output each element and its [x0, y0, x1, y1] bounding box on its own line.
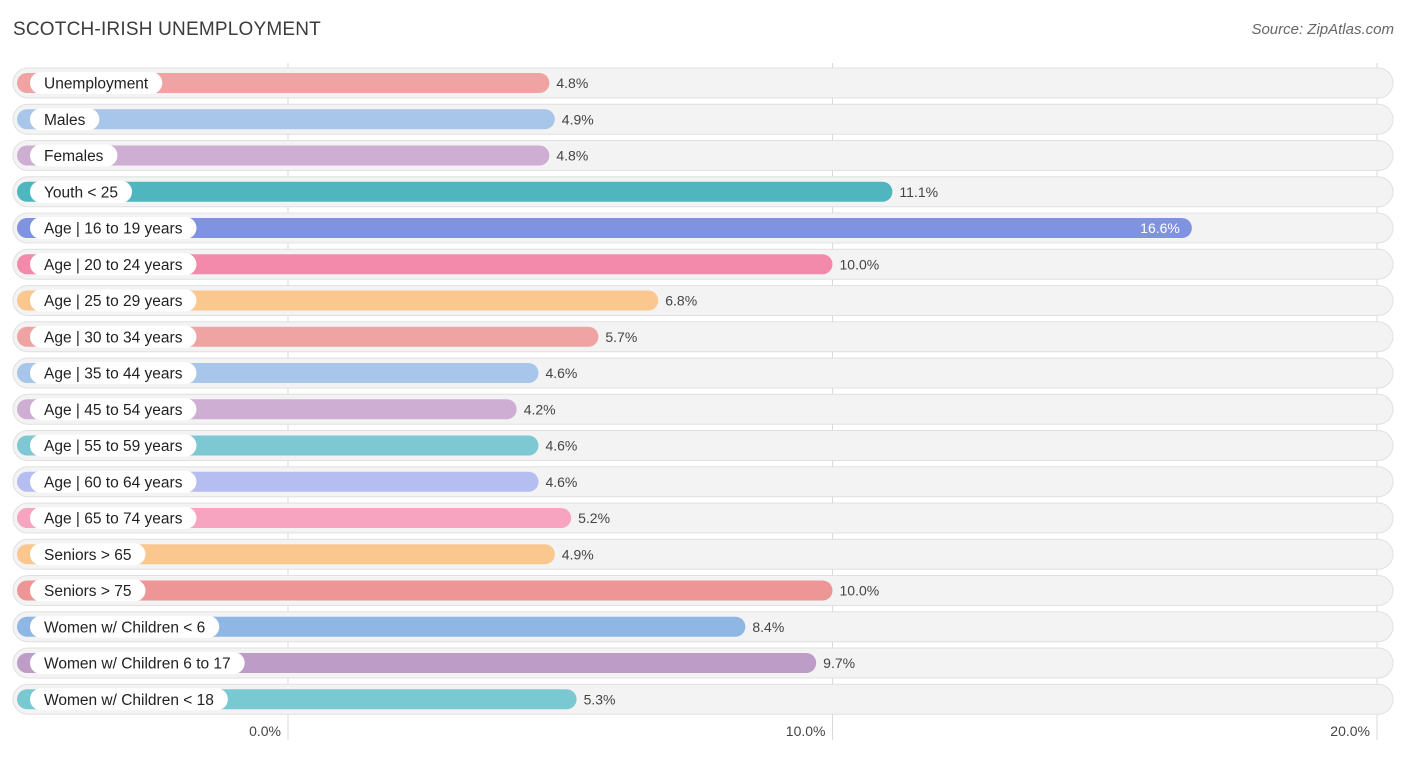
value-label: 4.9% — [562, 111, 594, 127]
category-label-pill — [30, 144, 118, 167]
category-label: Age | 20 to 24 years — [44, 257, 183, 274]
value-label: 4.9% — [562, 546, 594, 562]
category-label-pill — [30, 434, 197, 457]
category-label-pill — [30, 289, 197, 312]
bar-row: Women w/ Children < 18 5.3% — [12, 683, 1394, 715]
bar-row: Youth < 25 11.1% — [12, 176, 1394, 208]
bar — [17, 218, 1192, 238]
bar-row: Age | 25 to 29 years 6.8% — [12, 285, 1394, 316]
value-label: 10.0% — [840, 256, 880, 272]
category-label: Women w/ Children < 6 — [44, 619, 205, 636]
category-label: Seniors > 75 — [44, 583, 131, 600]
category-label: Women w/ Children < 18 — [44, 692, 214, 709]
category-label-pill — [30, 543, 146, 566]
category-label: Age | 55 to 59 years — [44, 438, 183, 455]
x-tick-label: 20.0% — [1330, 723, 1370, 739]
bar-row: Unemployment 4.8% — [12, 67, 1394, 99]
category-label: Seniors > 65 — [44, 547, 131, 564]
value-label: 4.8% — [556, 75, 588, 91]
value-label: 5.3% — [584, 691, 616, 707]
category-label: Age | 45 to 54 years — [44, 402, 183, 419]
bar-row: Age | 45 to 54 years 4.2% — [12, 393, 1394, 425]
x-tick-label: 0.0% — [249, 723, 281, 739]
value-label: 6.8% — [665, 293, 697, 309]
bar — [17, 544, 555, 565]
value-label: 4.6% — [545, 438, 577, 454]
category-label: Age | 35 to 44 years — [44, 366, 183, 383]
value-label: 4.6% — [545, 365, 577, 381]
category-label: Age | 30 to 34 years — [44, 329, 183, 346]
bar-row: Seniors > 65 4.9% — [12, 538, 1394, 570]
category-label-pill — [30, 470, 197, 493]
bar — [17, 254, 833, 275]
x-tick-label: 10.0% — [786, 723, 826, 739]
category-label-pill — [30, 180, 132, 203]
category-label: Unemployment — [44, 76, 149, 93]
category-label: Females — [44, 148, 104, 165]
category-label-pill — [30, 72, 163, 94]
value-label: 4.6% — [545, 474, 577, 490]
category-label-pill — [30, 615, 220, 638]
category-label: Males — [44, 112, 86, 129]
bar-row: Age | 35 to 44 years 4.6% — [12, 357, 1394, 389]
bar — [17, 109, 555, 130]
chart-source: Source: ZipAtlas.com — [1251, 21, 1394, 38]
bar-row: Age | 30 to 34 years 5.7% — [12, 321, 1394, 353]
category-label-pill — [30, 325, 197, 348]
category-label-pill — [30, 398, 197, 421]
bar-row: Age | 65 to 74 years 5.2% — [12, 502, 1394, 534]
value-label: 9.7% — [823, 655, 855, 671]
value-label: 10.0% — [840, 583, 880, 599]
bar-row: Females 4.8% — [12, 140, 1394, 171]
bar-row: Age | 16 to 19 years 16.6% — [12, 212, 1394, 244]
value-label: 11.1% — [899, 184, 938, 200]
category-label: Age | 25 to 29 years — [44, 293, 183, 310]
chart-rows: Unemployment 4.8% Males 4.9% Females 4.8% Yout… — [12, 67, 1394, 715]
category-label-pill — [30, 507, 197, 529]
bar-row: Males 4.9% — [12, 103, 1394, 135]
bar — [17, 145, 550, 166]
category-label: Youth < 25 — [44, 184, 118, 201]
value-label: 16.6% — [1140, 220, 1180, 236]
category-label: Age | 60 to 64 years — [44, 474, 183, 491]
bar-row: Seniors > 75 10.0% — [12, 575, 1394, 606]
category-label-pill — [30, 652, 245, 674]
value-label: 4.2% — [524, 401, 556, 417]
value-label: 8.4% — [752, 619, 784, 635]
chart-title: SCOTCH-IRISH UNEMPLOYMENT — [13, 19, 321, 40]
bar — [17, 181, 893, 202]
category-label-pill — [30, 362, 197, 384]
category-label-pill — [30, 108, 100, 131]
value-label: 4.8% — [556, 148, 588, 164]
value-label: 5.2% — [578, 510, 610, 526]
bar — [17, 580, 833, 601]
category-label-pill — [30, 579, 146, 602]
bar-row: Women w/ Children 6 to 17 9.7% — [12, 647, 1394, 679]
x-axis: 0.0% 10.0% 20.0% — [249, 723, 1370, 739]
bar-row: Age | 55 to 59 years 4.6% — [12, 430, 1394, 461]
category-label: Women w/ Children 6 to 17 — [44, 656, 231, 673]
bar-row: Age | 20 to 24 years 10.0% — [12, 248, 1394, 280]
category-label: Age | 65 to 74 years — [44, 511, 183, 528]
bar-row: Age | 60 to 64 years 4.6% — [12, 466, 1394, 498]
value-label: 5.7% — [605, 329, 637, 345]
category-label-pill — [30, 688, 228, 711]
category-label-pill — [30, 217, 197, 239]
category-label-pill — [30, 253, 197, 276]
bar-row: Women w/ Children < 6 8.4% — [12, 611, 1394, 643]
category-label: Age | 16 to 19 years — [44, 221, 183, 238]
